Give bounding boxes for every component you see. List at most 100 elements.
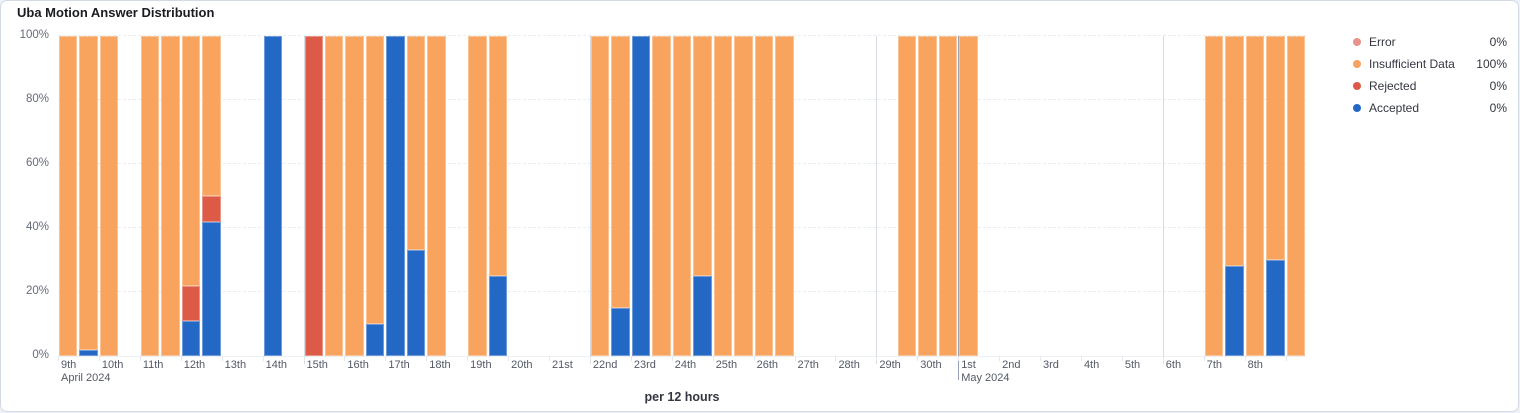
- bar-segment-accepted[interactable]: [406, 250, 426, 356]
- x-axis-tick: [1121, 356, 1123, 361]
- stacked-bar[interactable]: [140, 36, 160, 356]
- stacked-bar[interactable]: [1245, 36, 1265, 356]
- bar-segment-insufficient[interactable]: [652, 36, 671, 356]
- stacked-bar[interactable]: [672, 36, 692, 356]
- x-axis-tick-label: 27th: [797, 359, 819, 371]
- stacked-bar[interactable]: [1204, 36, 1224, 356]
- bar-segment-insufficient[interactable]: [79, 36, 98, 350]
- stacked-bar[interactable]: [631, 36, 651, 356]
- stacked-bar[interactable]: [99, 36, 119, 356]
- stacked-bar[interactable]: [427, 36, 446, 356]
- bar-segment-insufficient[interactable]: [775, 36, 794, 356]
- bar-segment-insufficient[interactable]: [1225, 36, 1244, 267]
- bar-segment-insufficient[interactable]: [918, 36, 937, 356]
- bar-segment-insufficient[interactable]: [590, 36, 610, 356]
- stacked-bar[interactable]: [488, 36, 508, 356]
- bar-segment-insufficient[interactable]: [734, 36, 753, 356]
- bar-segment-accepted[interactable]: [1266, 260, 1285, 356]
- bar-segment-insufficient[interactable]: [99, 36, 119, 356]
- stacked-bar[interactable]: [734, 36, 753, 356]
- stacked-bar[interactable]: [181, 36, 201, 356]
- stacked-bar[interactable]: [161, 36, 180, 356]
- stacked-bar[interactable]: [406, 36, 426, 356]
- bar-segment-accepted[interactable]: [693, 276, 712, 356]
- legend-item-insufficient[interactable]: Insufficient Data 100%: [1353, 53, 1507, 75]
- bar-segment-accepted[interactable]: [202, 221, 221, 356]
- x-axis-month-label: May 2024: [961, 372, 1010, 384]
- bar-segment-insufficient[interactable]: [897, 36, 917, 356]
- bar-segment-accepted[interactable]: [263, 36, 283, 356]
- y-axis-tick-label: 100%: [19, 29, 49, 41]
- stacked-bar[interactable]: [263, 36, 283, 356]
- bar-segment-insufficient[interactable]: [365, 36, 385, 324]
- stacked-bar[interactable]: [652, 36, 671, 356]
- stacked-bar[interactable]: [693, 36, 712, 356]
- stacked-bar[interactable]: [324, 36, 344, 356]
- x-axis-tick-label: 7th: [1206, 359, 1222, 371]
- x-axis-tick-label: 1st: [961, 359, 976, 371]
- bar-segment-insufficient[interactable]: [713, 36, 733, 356]
- bar-segment-accepted[interactable]: [181, 320, 201, 356]
- bar-segment-insufficient[interactable]: [161, 36, 180, 356]
- x-axis-tick: [221, 356, 223, 361]
- bar-segment-insufficient[interactable]: [427, 36, 446, 356]
- stacked-bar[interactable]: [1266, 36, 1285, 356]
- x-axis-tick: [1285, 356, 1287, 361]
- stacked-bar[interactable]: [59, 36, 78, 356]
- stacked-bar[interactable]: [365, 36, 385, 356]
- bar-segment-insufficient[interactable]: [672, 36, 692, 356]
- bar-segment-insufficient[interactable]: [693, 36, 712, 276]
- bar-segment-insufficient[interactable]: [59, 36, 78, 356]
- stacked-bar[interactable]: [918, 36, 937, 356]
- stacked-bar[interactable]: [386, 36, 405, 356]
- bar-segment-accepted[interactable]: [79, 349, 98, 356]
- bar-segment-rejected[interactable]: [304, 36, 323, 356]
- bar-segment-accepted[interactable]: [488, 276, 508, 356]
- stacked-bar[interactable]: [611, 36, 630, 356]
- x-axis-tick: [712, 356, 714, 361]
- bar-segment-accepted[interactable]: [611, 308, 630, 356]
- legend-item-rejected[interactable]: Rejected 0%: [1353, 75, 1507, 97]
- stacked-bar[interactable]: [938, 36, 958, 356]
- bar-segment-accepted[interactable]: [631, 36, 651, 356]
- legend-item-error[interactable]: Error 0%: [1353, 31, 1507, 53]
- bar-segment-insufficient[interactable]: [959, 36, 978, 356]
- bar-segment-insufficient[interactable]: [406, 36, 426, 251]
- stacked-bar[interactable]: [468, 36, 487, 356]
- x-axis-tick: [385, 356, 387, 361]
- bar-segment-rejected[interactable]: [181, 285, 201, 321]
- bar-segment-insufficient[interactable]: [140, 36, 160, 356]
- bar-segment-insufficient[interactable]: [1266, 36, 1285, 260]
- stacked-bar[interactable]: [304, 36, 323, 356]
- bar-segment-insufficient[interactable]: [202, 36, 221, 196]
- stacked-bar[interactable]: [959, 36, 978, 356]
- bar-segment-accepted[interactable]: [365, 324, 385, 356]
- bar-segment-accepted[interactable]: [386, 36, 405, 356]
- stacked-bar[interactable]: [713, 36, 733, 356]
- stacked-bar[interactable]: [590, 36, 610, 356]
- legend-item-accepted[interactable]: Accepted 0%: [1353, 97, 1507, 119]
- bar-segment-rejected[interactable]: [202, 196, 221, 222]
- bar-segment-accepted[interactable]: [1225, 266, 1244, 356]
- stacked-bar[interactable]: [754, 36, 774, 356]
- bar-segment-insufficient[interactable]: [488, 36, 508, 276]
- stacked-bar[interactable]: [775, 36, 794, 356]
- bar-segment-insufficient[interactable]: [1286, 36, 1305, 356]
- stacked-bar[interactable]: [897, 36, 917, 356]
- bar-segment-insufficient[interactable]: [1245, 36, 1265, 356]
- bar-segment-insufficient[interactable]: [181, 36, 201, 286]
- stacked-bar[interactable]: [1286, 36, 1305, 356]
- stacked-bar[interactable]: [345, 36, 364, 356]
- bar-segment-insufficient[interactable]: [1204, 36, 1224, 356]
- bar-segment-insufficient[interactable]: [611, 36, 630, 308]
- stacked-bar[interactable]: [202, 36, 221, 356]
- bar-segment-insufficient[interactable]: [754, 36, 774, 356]
- x-axis-tick-label: 28th: [838, 359, 860, 371]
- stacked-bar[interactable]: [1225, 36, 1244, 356]
- bar-segment-insufficient[interactable]: [468, 36, 487, 356]
- bar-segment-insufficient[interactable]: [324, 36, 344, 356]
- stacked-bar[interactable]: [79, 36, 98, 356]
- bar-segment-insufficient[interactable]: [938, 36, 958, 356]
- bar-segment-insufficient[interactable]: [345, 36, 364, 356]
